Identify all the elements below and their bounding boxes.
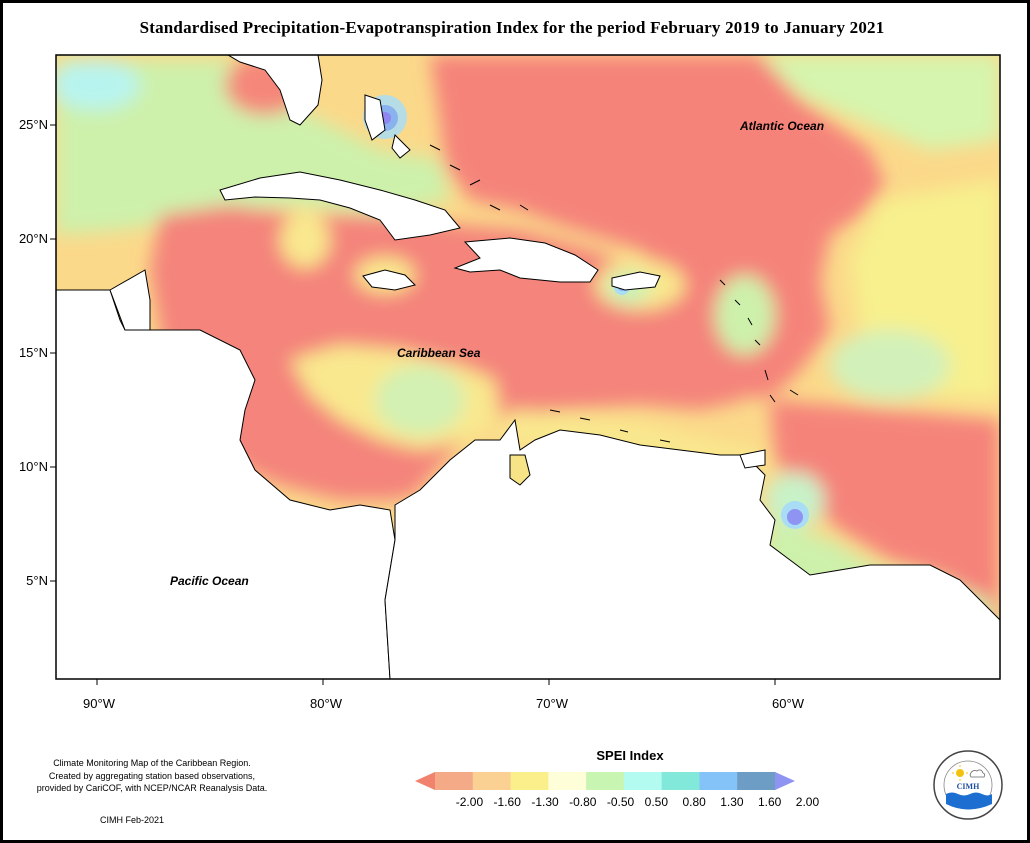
sun-icon [956, 769, 964, 777]
legend-swatch [699, 772, 738, 790]
legend-high-triangle [775, 772, 795, 790]
credits-line: Climate Monitoring Map of the Caribbean … [53, 758, 251, 768]
credits: Climate Monitoring Map of the Caribbean … [22, 757, 282, 795]
legend-title: SPEI Index [596, 748, 664, 763]
waves-icon [946, 792, 992, 810]
lon-label-90w: 90°W [83, 696, 115, 711]
lat-label-5n: 5°N [26, 573, 48, 588]
pacific-ocean-label: Pacific Ocean [170, 574, 249, 588]
legend-tick-label: 0.50 [644, 795, 669, 809]
legend-tick-label: -0.80 [569, 795, 597, 809]
legend-swatch [586, 772, 625, 790]
logo-text: CIMH [957, 782, 980, 791]
lon-label-70w: 70°W [536, 696, 568, 711]
legend-tick-label: -0.50 [606, 795, 635, 809]
lat-label-10n: 10°N [18, 459, 48, 474]
small-islands [429, 144, 799, 443]
legend-swatch [435, 772, 474, 790]
legend-tick-label: 1.30 [720, 795, 744, 809]
lat-label-20n: 20°N [18, 231, 48, 246]
lon-label-60w: 60°W [772, 696, 804, 711]
legend-swatch [548, 772, 587, 790]
credits-date: CIMH Feb-2021 [100, 815, 165, 825]
legend-swatch [472, 772, 512, 790]
legend-tick-label: -1.30 [531, 795, 559, 809]
land-masks [56, 55, 1000, 679]
legend-swatch [510, 772, 549, 790]
lon-label-80w: 80°W [310, 696, 342, 711]
lat-label-25n: 25°N [18, 117, 48, 132]
legend-tick-label: -2.00 [455, 795, 484, 809]
map-title: Standardised Precipitation-Evapotranspir… [139, 18, 885, 37]
legend-swatch [661, 772, 700, 790]
legend-tick-label: 1.60 [758, 795, 782, 809]
caribbean-sea-label: Caribbean Sea [397, 346, 481, 360]
atlantic-ocean-label: Atlantic Ocean [740, 119, 825, 133]
cloud-icon [969, 769, 986, 778]
lat-label-15n: 15°N [18, 345, 48, 360]
legend-low-triangle [415, 772, 435, 790]
legend-swatch [623, 772, 663, 790]
axis-ticks [50, 124, 776, 685]
spei-field [56, 55, 1000, 679]
legend-tick-label: 2.00 [795, 795, 820, 809]
credits-line: Created by aggregating station based obs… [48, 770, 256, 781]
legend-colorbar [415, 772, 795, 790]
cimh-logo: CIMH [933, 750, 1003, 820]
legend-swatch [737, 772, 776, 790]
legend-tick-label: 0.80 [682, 795, 706, 809]
legend-tick-label: -1.60 [493, 795, 521, 809]
credits-line: provided by CariCOF, with NCEP/NCAR Rean… [36, 783, 268, 793]
